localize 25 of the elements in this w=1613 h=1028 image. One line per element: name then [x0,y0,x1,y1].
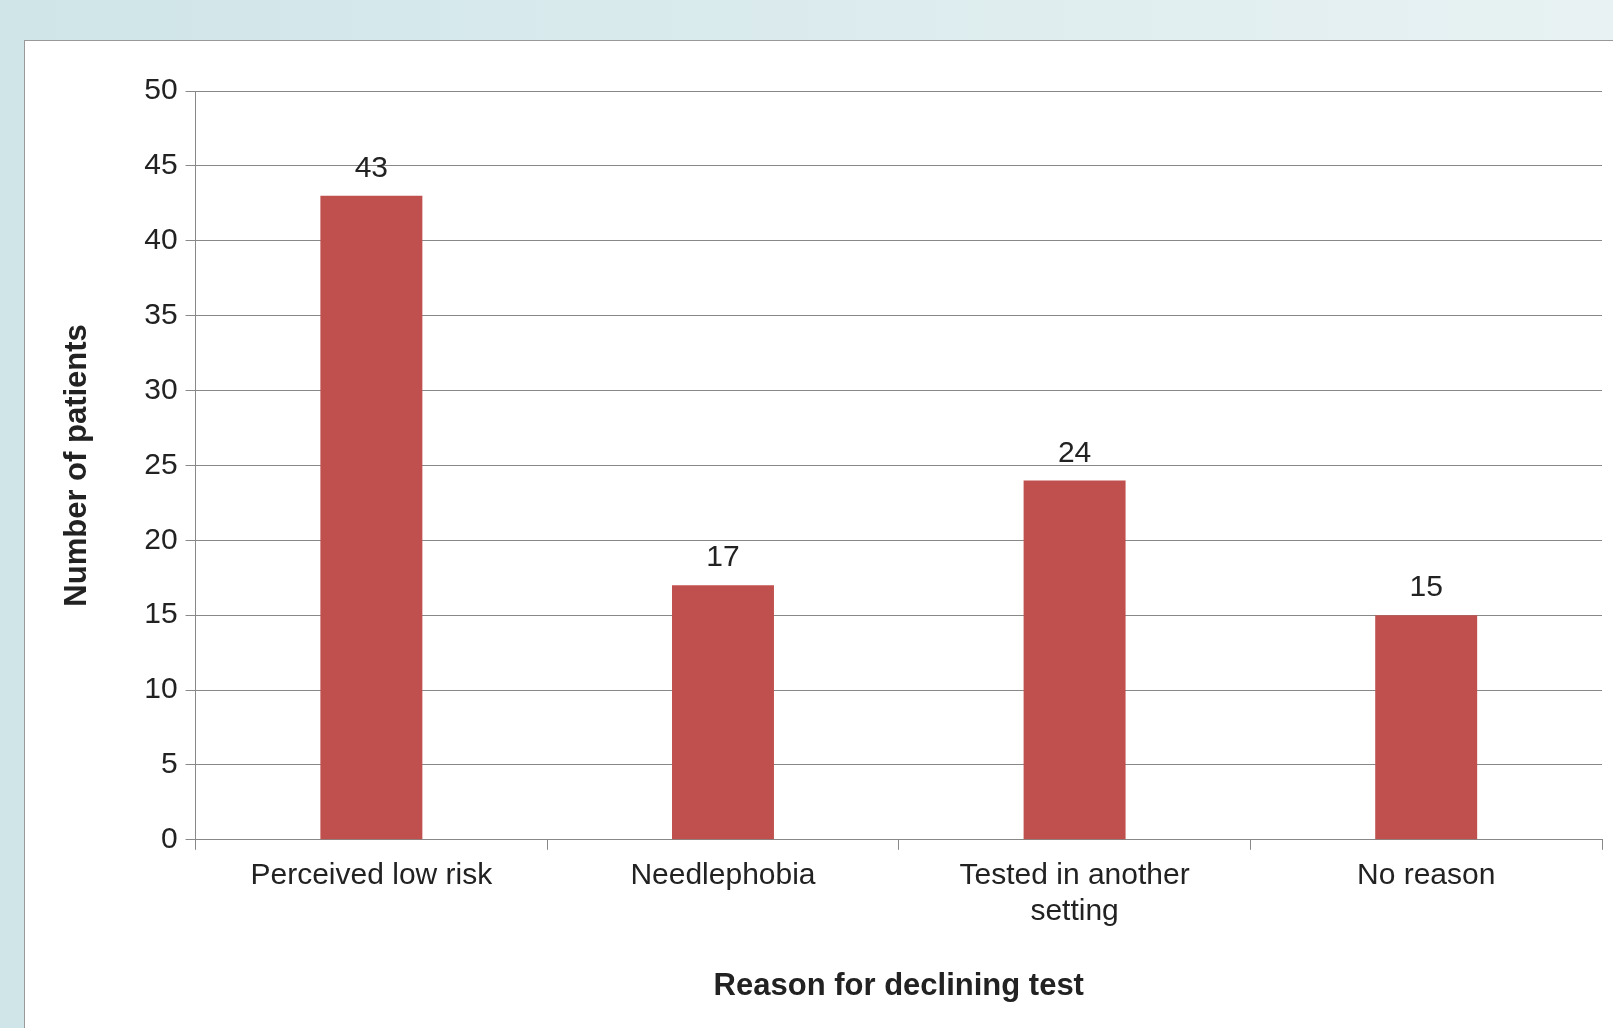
y-tick-label: 15 [144,596,178,630]
y-tick-label: 25 [144,446,178,480]
data-label: 24 [1057,434,1092,468]
y-tick-label: 5 [160,746,178,780]
y-tick-label: 40 [144,222,178,256]
x-tick-label: Tested in another setting [959,857,1190,927]
bar [1023,480,1126,840]
bar [320,195,423,840]
y-tick-label: 20 [144,521,178,555]
y-tick-label: 0 [160,821,178,855]
data-label: 43 [354,150,389,184]
data-label: 17 [706,539,740,573]
y-tick-label: 35 [144,296,178,330]
x-axis-title: Reason for declining test [713,966,1084,1002]
bar [672,585,774,840]
y-tick-label: 30 [144,371,178,405]
x-tick-label: Perceived low risk [250,857,494,891]
bar [1375,615,1478,840]
y-tick-label: 50 [144,72,178,106]
y-tick-label: 45 [144,147,178,181]
y-axis-title: Number of patients [58,324,94,607]
data-label: 15 [1409,569,1443,603]
y-tick-label: 10 [144,671,178,705]
x-tick-label: Needlephobia [630,857,816,891]
x-tick-label: No reason [1356,857,1496,891]
